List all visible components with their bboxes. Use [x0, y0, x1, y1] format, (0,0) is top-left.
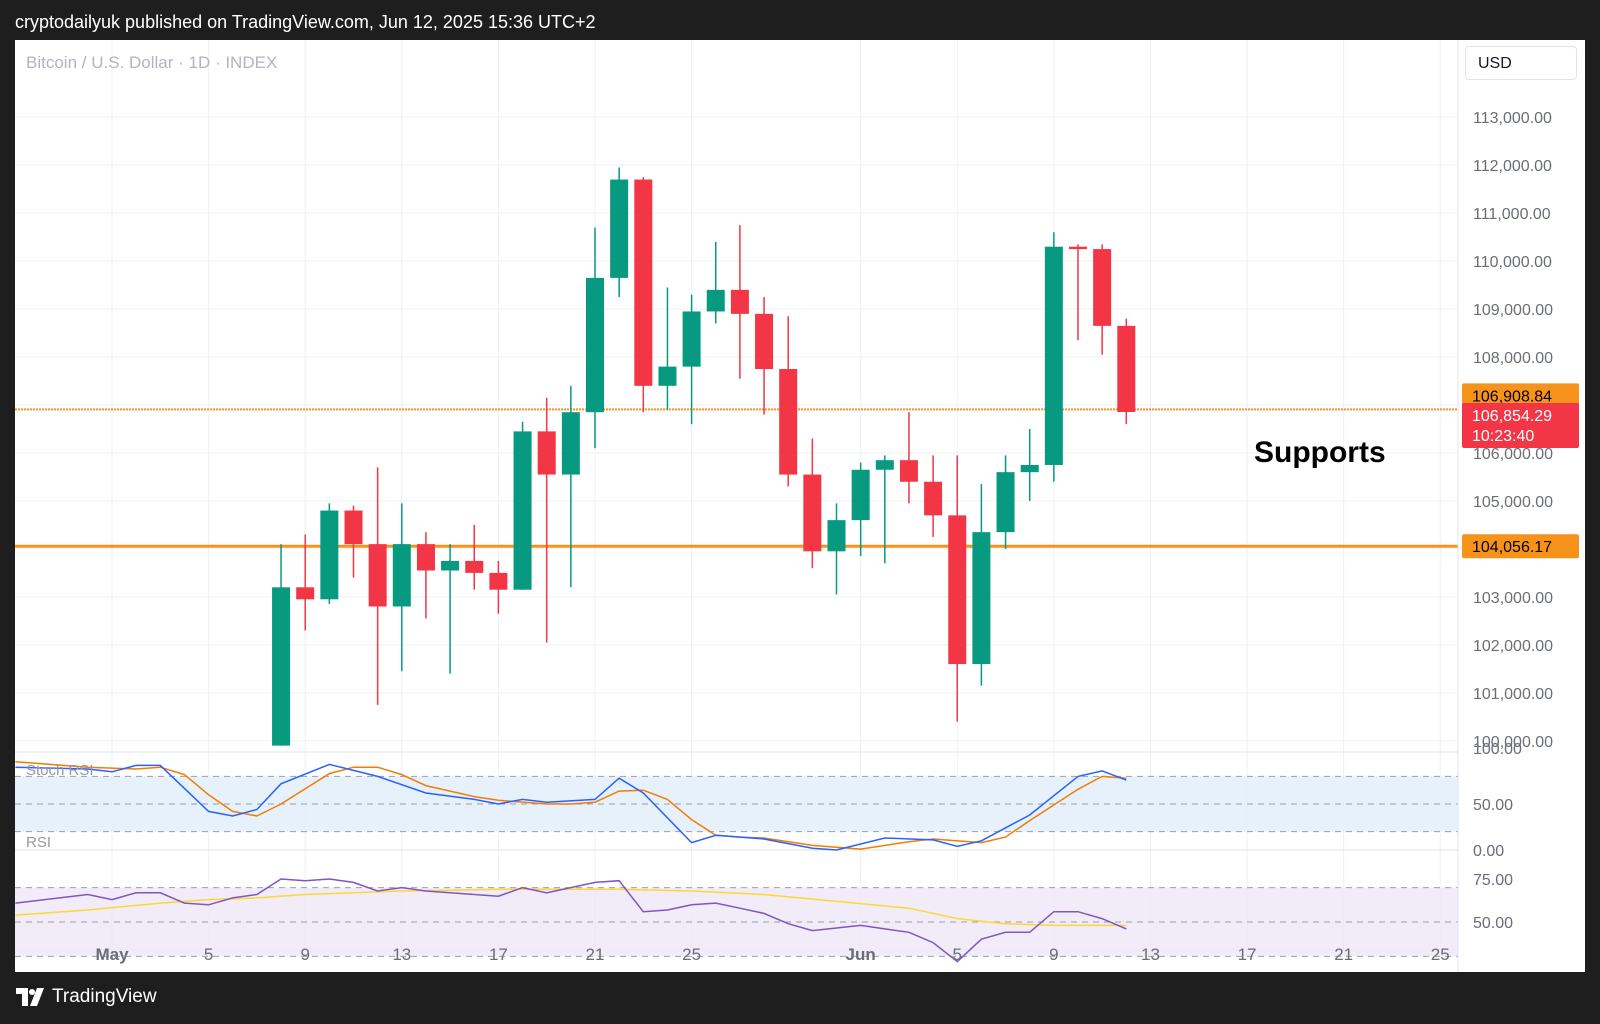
candle-body[interactable] [875, 460, 894, 470]
tradingview-logo-icon [16, 988, 44, 1006]
time-tick-label: 25 [1431, 945, 1450, 964]
rsi-tick-label: 75.00 [1473, 872, 1513, 889]
candle-body[interactable] [561, 412, 580, 475]
time-tick-label: 17 [1238, 945, 1257, 964]
time-tick-label: 21 [1334, 945, 1353, 964]
candle-body[interactable] [948, 515, 967, 665]
price-tick-label: 103,000.00 [1473, 590, 1553, 607]
stoch-k-line[interactable] [15, 763, 1127, 851]
candle-body[interactable] [320, 510, 339, 600]
price-tick-label: 101,000.00 [1473, 686, 1553, 703]
brand-name: TradingView [52, 986, 157, 1007]
time-tick-label: 17 [489, 945, 508, 964]
price-tag [1462, 383, 1579, 408]
rsi-line[interactable] [15, 878, 1127, 963]
time-tick-label: 5 [204, 945, 213, 964]
candle-body[interactable] [296, 587, 315, 600]
rsi-tick-label: 50.00 [1473, 915, 1513, 932]
candle-body[interactable] [827, 520, 846, 552]
candle-body[interactable] [851, 469, 870, 521]
candle-body[interactable] [972, 532, 991, 665]
tradingview-brand[interactable]: TradingView [16, 986, 157, 1008]
candle-body[interactable] [272, 587, 291, 746]
currency-button[interactable]: USD [1465, 46, 1577, 80]
candle-body[interactable] [416, 544, 435, 571]
time-tick-label: 13 [1141, 945, 1160, 964]
time-tick-label: 5 [953, 945, 962, 964]
candle-body[interactable] [634, 179, 653, 386]
stoch-rsi-title: Stoch RSI [26, 762, 94, 779]
time-tick-label: Jun [846, 945, 876, 964]
candle-body[interactable] [513, 431, 532, 590]
price-tick-label: 112,000.00 [1473, 158, 1552, 175]
candle-body[interactable] [586, 277, 604, 413]
candle-body[interactable] [658, 366, 677, 386]
publish-header: cryptodailyuk published on TradingView.c… [0, 0, 1600, 40]
candle-body[interactable] [1044, 246, 1063, 465]
stoch-tick-label: 50.00 [1473, 797, 1513, 814]
price-tick-label: 106,000.00 [1473, 446, 1553, 463]
candle-body[interactable] [803, 474, 822, 552]
chart-panel[interactable]: 100,000.00 101,000.00 102,000.00 103,000.00… [15, 40, 1585, 972]
candle-body[interactable] [996, 472, 1015, 533]
time-tick-label: 9 [300, 945, 309, 964]
candle-body[interactable] [779, 369, 798, 475]
candle-body[interactable] [489, 572, 508, 590]
candle-body[interactable] [755, 313, 774, 370]
time-tick-label: 13 [392, 945, 411, 964]
candle-body[interactable] [1020, 464, 1039, 473]
price-tick-label: 113,000.00 [1473, 110, 1552, 127]
publish-info: cryptodailyuk published on TradingView.c… [15, 12, 596, 32]
time-tick-label: May [95, 945, 129, 964]
price-tick-label: 105,000.00 [1473, 494, 1553, 511]
rsi-title: RSI [26, 834, 51, 851]
footer: TradingView [0, 972, 1600, 1024]
chart-svg[interactable]: 100,000.00 101,000.00 102,000.00 103,000.00… [15, 40, 1585, 972]
price-tick-label: 110,000.00 [1473, 254, 1552, 271]
supports-annotation: Supports [1254, 436, 1386, 469]
candle-body[interactable] [368, 544, 387, 607]
candle-body[interactable] [1117, 325, 1136, 412]
time-tick-label: 9 [1049, 945, 1058, 964]
candle-body[interactable] [344, 510, 363, 545]
candle-body[interactable] [706, 289, 725, 312]
candle-body[interactable] [730, 289, 749, 314]
candle-body[interactable] [1093, 249, 1112, 326]
candle-body[interactable] [924, 481, 943, 516]
stoch-d-line[interactable] [15, 760, 1127, 850]
price-tag-countdown: 10:23:40 [1472, 428, 1534, 445]
stoch-tick-label: 0.00 [1473, 843, 1504, 860]
candle-body[interactable] [1069, 246, 1087, 250]
price-tick-label: 100,000.00 [1473, 734, 1553, 751]
candle-body[interactable] [465, 560, 484, 573]
candle-body[interactable] [899, 460, 918, 482]
price-tick-label: 111,000.00 [1473, 206, 1551, 223]
candle-body[interactable] [682, 311, 701, 367]
candle-body[interactable] [610, 179, 629, 278]
price-tick-label: 109,000.00 [1473, 302, 1553, 319]
price-tag-label: 104,056.17 [1472, 539, 1552, 556]
candle-body[interactable] [441, 560, 460, 571]
candle-body[interactable] [392, 544, 411, 607]
price-tag-label: 106,908.84 [1472, 388, 1552, 405]
price-tag [1462, 534, 1579, 559]
price-tick-label: 102,000.00 [1473, 638, 1553, 655]
rsi-ma-line[interactable] [15, 888, 1127, 927]
price-tag-label: 106,854.29 [1472, 408, 1552, 425]
stoch-tick-label: 100.00 [1473, 741, 1522, 758]
symbol-title: Bitcoin / U.S. Dollar · 1D · INDEX [26, 53, 278, 72]
time-tick-label: 25 [682, 945, 701, 964]
candle-body[interactable] [537, 431, 556, 475]
time-tick-label: 21 [586, 945, 605, 964]
price-tick-label: 108,000.00 [1473, 350, 1553, 367]
price-tag [1462, 402, 1579, 448]
